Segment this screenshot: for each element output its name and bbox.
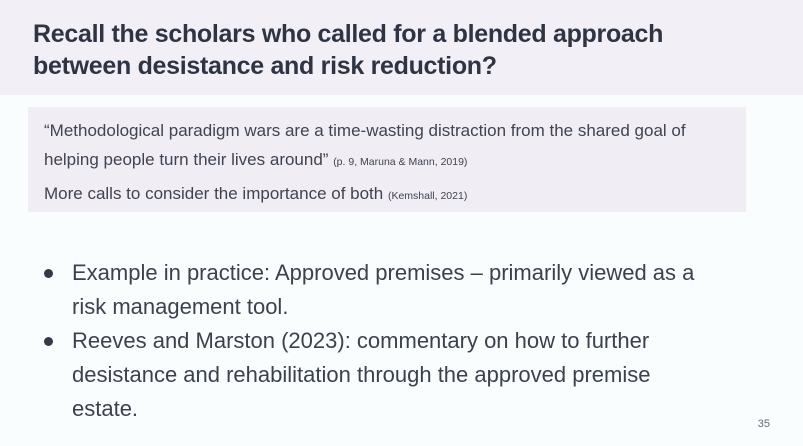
bullet-text: Reeves and Marston (2023): commentary on… — [72, 328, 651, 421]
bullet-dot — [44, 336, 53, 346]
bullet-list: Example in practice: Approved premises –… — [44, 256, 700, 426]
title-band: Recall the scholars who called for a ble… — [0, 0, 803, 95]
quote-text: “Methodological paradigm wars are a time… — [44, 121, 686, 169]
bullet-dot — [44, 268, 53, 278]
bullet-item: Reeves and Marston (2023): commentary on… — [44, 324, 700, 426]
quote-box: “Methodological paradigm wars are a time… — [28, 107, 746, 212]
bullet-item: Example in practice: Approved premises –… — [44, 256, 700, 324]
secondary-text: More calls to consider the importance of… — [44, 184, 388, 203]
quote-citation: (p. 9, Maruna & Mann, 2019) — [333, 156, 468, 168]
slide-title: Recall the scholars who called for a ble… — [33, 20, 664, 80]
quote-paragraph: “Methodological paradigm wars are a time… — [44, 116, 704, 177]
page-number: 35 — [757, 418, 770, 430]
secondary-paragraph: More calls to consider the importance of… — [44, 179, 704, 211]
bullet-text: Example in practice: Approved premises –… — [72, 260, 695, 319]
secondary-citation: (Kemshall, 2021) — [387, 190, 468, 202]
